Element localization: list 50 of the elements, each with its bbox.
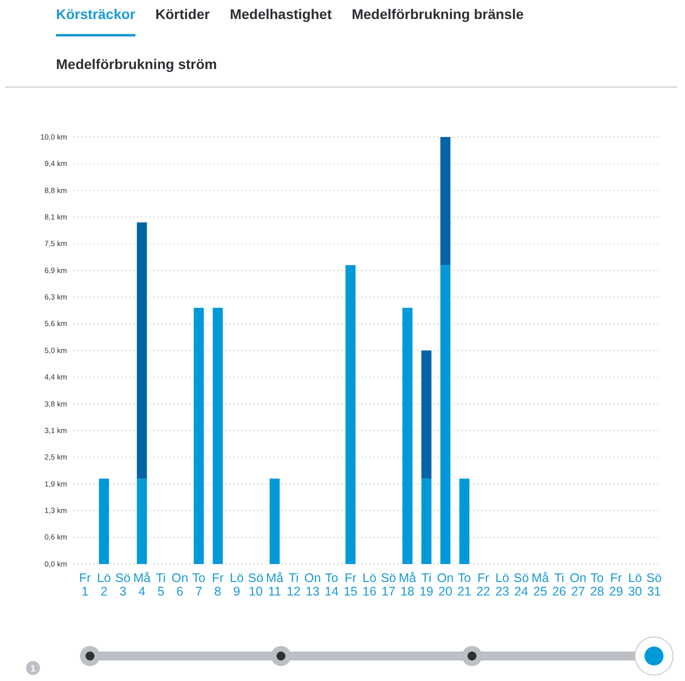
x-tick-label: Ti 5: [156, 571, 166, 598]
x-tick-label: Fr 22: [476, 571, 490, 598]
x-tick-label: Fr 29: [609, 571, 624, 598]
x-tick-label: On 20: [437, 571, 454, 598]
x-tick-label: Ti 26: [552, 571, 566, 598]
bar: [212, 308, 223, 564]
bar: [440, 137, 450, 266]
x-tick-label: On 6: [171, 571, 188, 598]
bar: [136, 222, 147, 479]
x-tick-label: To 14: [324, 571, 339, 598]
x-tick-label: Ti 19: [419, 571, 434, 598]
bar: [459, 478, 470, 564]
bar: [421, 350, 432, 479]
bar: [402, 308, 412, 564]
x-tick-label: To 28: [590, 571, 604, 598]
text: Körtider: [155, 6, 210, 22]
x-tick-label: Lö 23: [495, 571, 510, 598]
x-tick-label: Sö 3: [115, 571, 131, 598]
x-tick-label: Fr 1: [79, 571, 91, 598]
x-tick-label: Lö 2: [97, 571, 111, 598]
text: 1: [30, 664, 36, 674]
x-tick-label: Fr 15: [344, 571, 358, 598]
bar: [440, 265, 450, 564]
x-tick-label: Lö 30: [628, 571, 642, 598]
text: Medelförbrukning ström: [56, 56, 218, 72]
bar: [98, 478, 109, 564]
x-tick-label: Må 25: [532, 571, 549, 598]
x-tick-label: Lö 9: [230, 571, 244, 598]
x-tick-label: Sö 24: [514, 571, 529, 598]
x-tick-label: To 7: [192, 571, 206, 598]
x-tick-label: Må 11: [266, 571, 284, 598]
x-tick-label: On 13: [304, 571, 321, 598]
bar: [194, 308, 204, 564]
text: Medelhastighet: [230, 6, 332, 22]
x-tick-label: Sö 10: [248, 571, 264, 598]
x-tick-label: Fr 8: [212, 571, 224, 598]
bar: [136, 478, 147, 564]
x-tick-label: Sö 31: [646, 571, 662, 598]
bar: [421, 478, 432, 564]
bar: [270, 478, 280, 564]
x-tick-label: Ti 12: [286, 571, 301, 598]
bar: [346, 265, 356, 564]
x-tick-label: Lö 16: [362, 571, 376, 598]
text: Medelförbrukning bränsle: [352, 6, 524, 22]
chart-title: Körsträckor: [56, 6, 136, 22]
x-tick-label: On 27: [570, 571, 587, 598]
x-tick-label: Må 18: [398, 571, 416, 598]
x-tick-label: Må 4: [133, 571, 151, 598]
x-tick-label: To 21: [457, 571, 472, 598]
x-tick-label: Sö 17: [380, 571, 396, 598]
